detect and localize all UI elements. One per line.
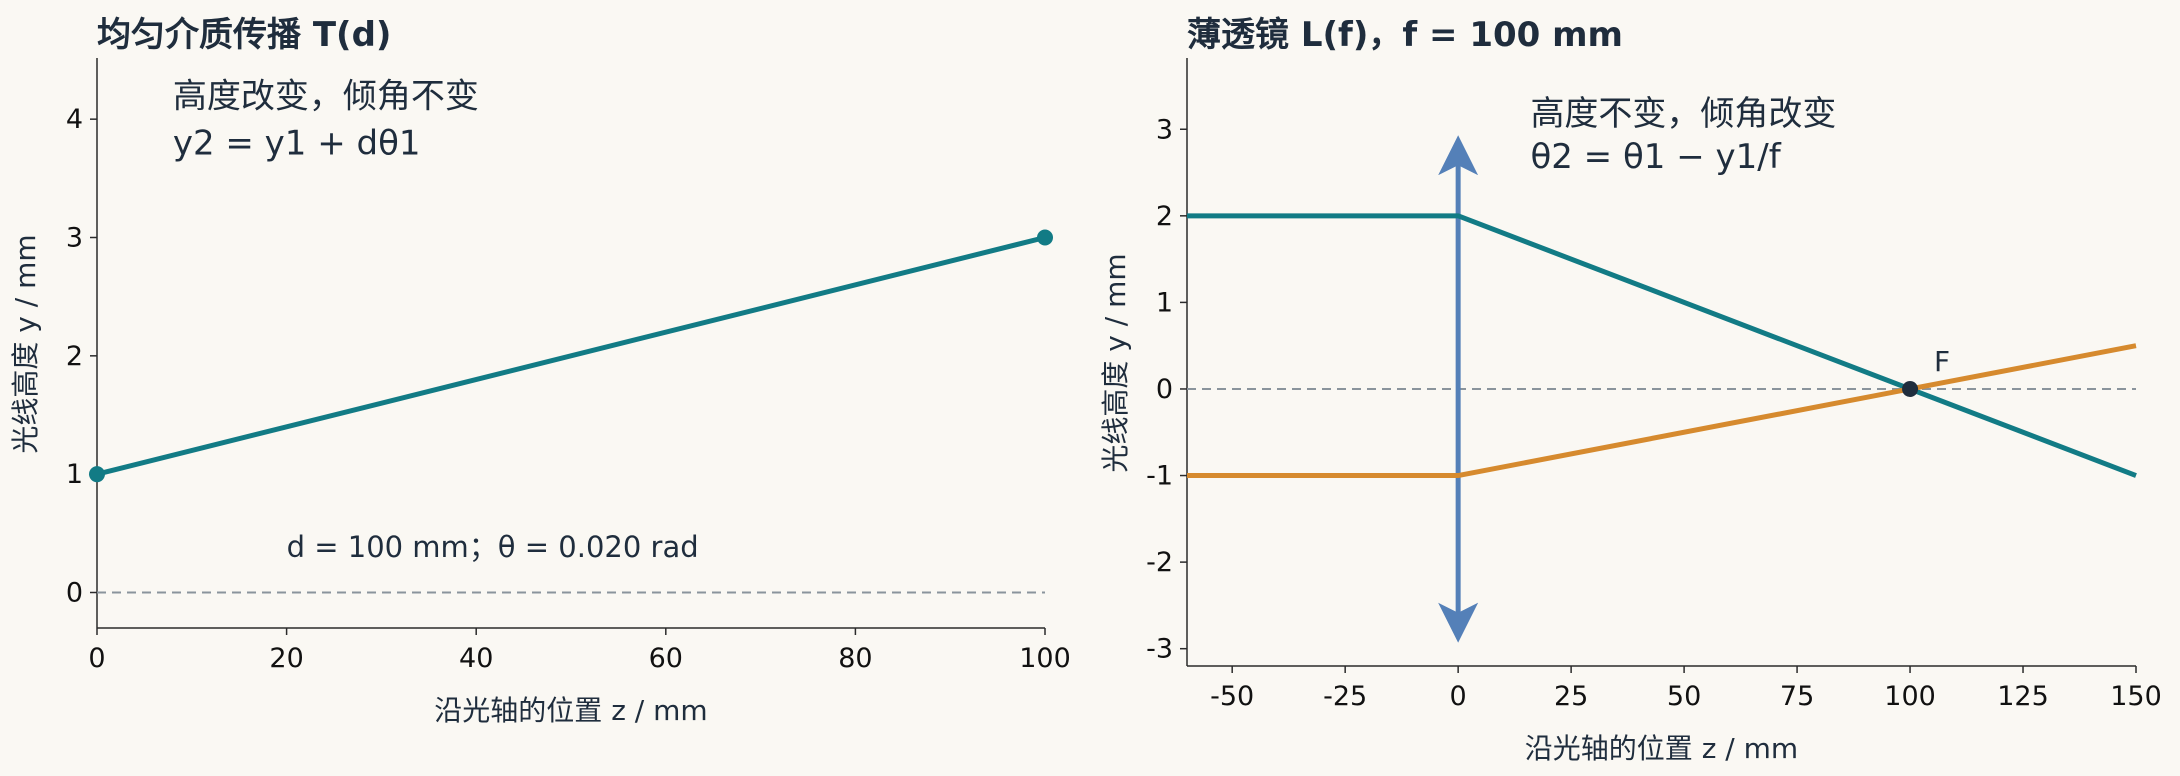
x-tick-label: -25 xyxy=(1323,681,1367,712)
focal-point-marker xyxy=(1902,380,1919,397)
y-tick-label: 0 xyxy=(1156,374,1173,405)
focal-point-label: F xyxy=(1934,345,1950,378)
chart-title: 均匀介质传播 T(d) xyxy=(97,15,391,55)
y-tick-label: 1 xyxy=(1156,287,1173,318)
x-tick-label: 0 xyxy=(88,643,105,674)
x-tick-label: 60 xyxy=(649,643,683,674)
x-tick-label: 100 xyxy=(1019,643,1071,674)
annotation-text: θ2 = θ1 − y1/f xyxy=(1530,137,1781,177)
y-tick-label: 2 xyxy=(1156,201,1173,232)
y-tick-label: 3 xyxy=(66,223,83,254)
y-tick-label: 1 xyxy=(66,459,83,490)
x-tick-label: 80 xyxy=(838,643,872,674)
y-tick-label: 0 xyxy=(66,578,83,609)
y-tick-label: -3 xyxy=(1146,634,1173,665)
x-tick-label: 100 xyxy=(1884,681,1936,712)
x-tick-label: 75 xyxy=(1780,681,1814,712)
ray-point-marker xyxy=(1037,229,1053,246)
ray-point-marker xyxy=(89,466,105,483)
x-axis-label: 沿光轴的位置 z / mm xyxy=(434,694,707,727)
annotation-text: 高度不变，倾角改变 xyxy=(1530,94,1836,134)
y-tick-label: 4 xyxy=(66,104,83,135)
y-axis-label: 光线高度 y / mm xyxy=(1099,253,1132,472)
x-tick-label: 0 xyxy=(1450,681,1467,712)
annotation-text: y2 = y1 + dθ1 xyxy=(173,124,421,164)
x-tick-label: 25 xyxy=(1554,681,1588,712)
ray-series-2 xyxy=(1187,343,2137,479)
y-tick-label: -2 xyxy=(1146,547,1173,578)
x-tick-label: 40 xyxy=(459,643,493,674)
y-tick-label: -1 xyxy=(1146,461,1173,492)
chart-panel-1: 均匀介质传播 T(d) 0 20 40 60 80 100 0 1 2 3 4 沿光轴的位置 z / m… xyxy=(9,15,1071,727)
y-tick-label: 2 xyxy=(66,341,83,372)
y-axis-label: 光线高度 y / mm xyxy=(9,234,42,453)
x-axis-label: 沿光轴的位置 z / mm xyxy=(1525,732,1798,765)
x-tick-label: 125 xyxy=(1997,681,2049,712)
chart-title: 薄透镜 L(f)，f = 100 mm xyxy=(1187,15,1623,55)
annotation-text: d = 100 mm；θ = 0.020 rad xyxy=(287,530,699,564)
chart-panel-2: 薄透镜 L(f)，f = 100 mm -50 -25 0 25 50 75 100 125 15… xyxy=(1099,15,2162,765)
x-tick-label: 150 xyxy=(2110,681,2162,712)
y-tick-label: 3 xyxy=(1156,114,1173,145)
x-tick-label: -50 xyxy=(1210,681,1254,712)
annotation-text: 高度改变，倾角不变 xyxy=(173,76,479,116)
x-tick-label: 20 xyxy=(269,643,303,674)
ray-series-1 xyxy=(96,235,1046,477)
x-tick-label: 50 xyxy=(1667,681,1701,712)
